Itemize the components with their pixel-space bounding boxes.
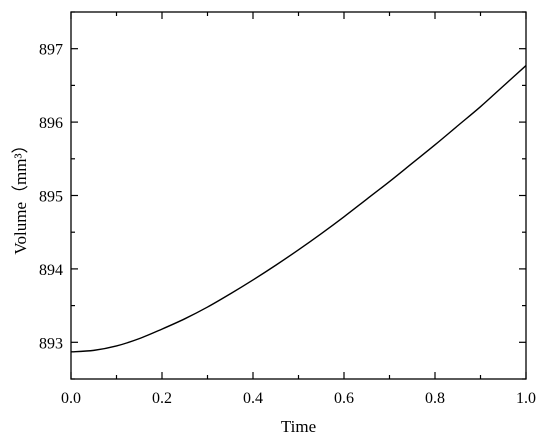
y-tick-label: 896 xyxy=(39,115,63,132)
x-tick-label: 0.6 xyxy=(334,390,354,407)
x-tick-label: 0.2 xyxy=(152,390,172,407)
plot-area-frame xyxy=(70,11,527,380)
x-axis-title: Time xyxy=(281,417,316,436)
x-axis-ticks xyxy=(70,12,527,379)
y-axis-ticks xyxy=(71,11,526,380)
x-tick-label: 1.0 xyxy=(516,390,536,407)
y-tick-label: 894 xyxy=(39,262,63,279)
x-tick-label: 0.8 xyxy=(425,390,445,407)
y-tick-label: 893 xyxy=(39,335,63,352)
y-axis-tick-labels: 893 894 895 896 897 xyxy=(39,42,63,353)
volume-series-line xyxy=(70,65,527,353)
x-axis-tick-labels: 0.0 0.2 0.4 0.6 0.8 1.0 xyxy=(61,390,536,407)
y-tick-label: 895 xyxy=(39,189,63,206)
y-tick-label: 897 xyxy=(39,42,63,59)
y-axis-title: Volume（mm³） xyxy=(11,136,30,254)
x-tick-label: 0.4 xyxy=(243,390,263,407)
x-tick-label: 0.0 xyxy=(61,390,81,407)
